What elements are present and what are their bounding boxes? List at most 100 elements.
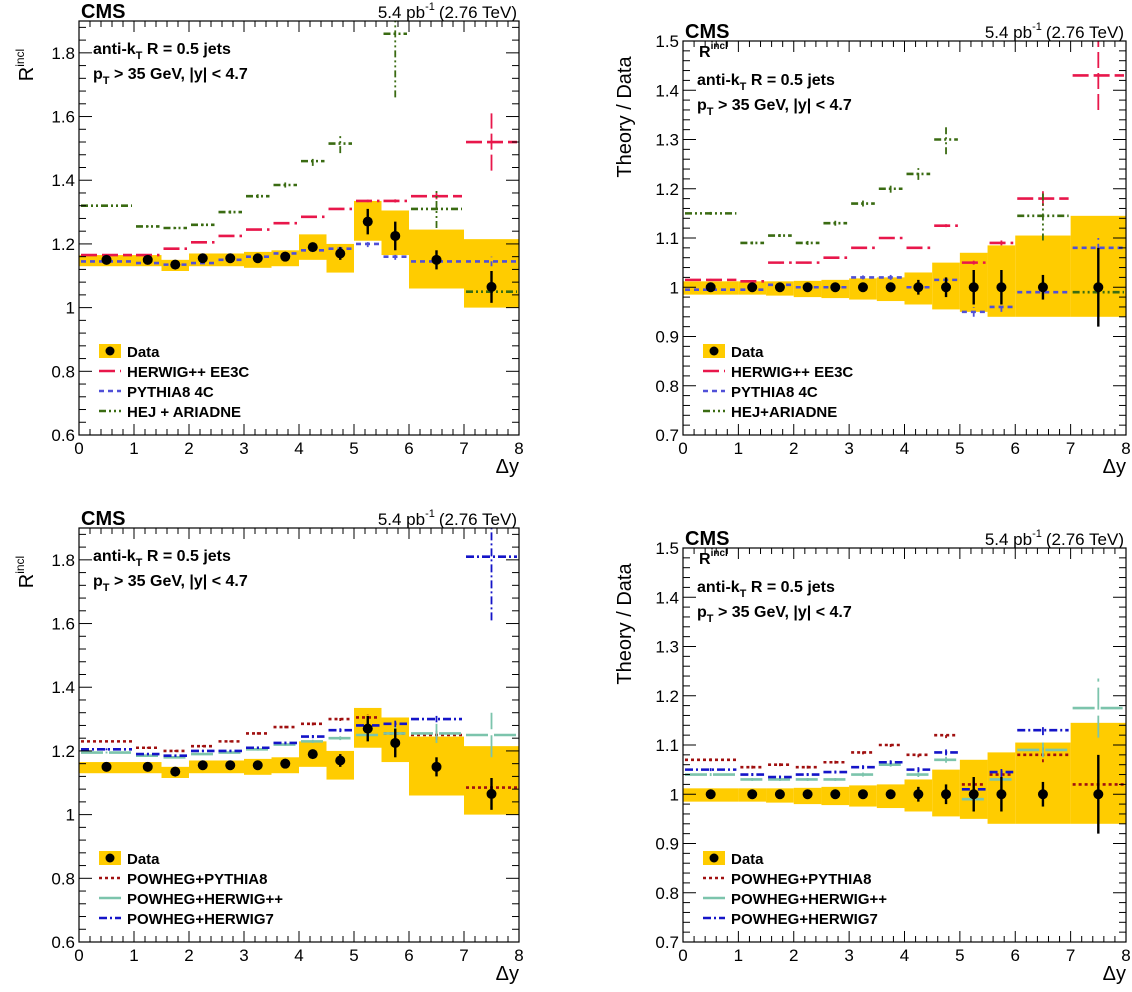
x-tick-label: 8 bbox=[1121, 946, 1130, 965]
data-point bbox=[170, 766, 181, 777]
legend-label: PYTHIA8 4C bbox=[127, 384, 214, 401]
y-axis-label: Rincl bbox=[13, 49, 38, 81]
y-tick-label: 1.4 bbox=[51, 678, 75, 697]
data-point bbox=[431, 761, 442, 772]
plot-area bbox=[79, 528, 519, 815]
y-tick-label: 1.8 bbox=[51, 551, 75, 570]
x-tick-label: 7 bbox=[459, 439, 468, 458]
x-tick-label: 6 bbox=[1011, 439, 1020, 458]
y-tick-label: 1.5 bbox=[655, 539, 679, 558]
x-axis-label: Δy bbox=[1103, 963, 1126, 985]
data-point bbox=[486, 788, 497, 799]
y-tick-label: 1.4 bbox=[655, 588, 679, 607]
x-tick-label: 7 bbox=[1066, 439, 1075, 458]
data-point bbox=[747, 282, 758, 293]
x-tick-label: 5 bbox=[955, 946, 964, 965]
x-tick-label: 3 bbox=[239, 439, 248, 458]
legend-data-marker bbox=[105, 346, 115, 356]
data-points bbox=[705, 754, 1104, 834]
legend-label: Data bbox=[731, 851, 764, 868]
y-tick-label: 1.2 bbox=[655, 180, 679, 199]
data-point bbox=[197, 760, 208, 771]
data-point bbox=[170, 259, 181, 270]
jet-algo-label: anti-kT R = 0.5 jets bbox=[697, 72, 835, 93]
x-tick-label: 7 bbox=[459, 946, 468, 965]
experiment-label: CMS bbox=[685, 21, 729, 43]
data-point bbox=[280, 758, 291, 769]
legend-data-marker bbox=[709, 853, 719, 863]
series-hej_ariadne bbox=[685, 124, 1124, 303]
x-tick-label: 4 bbox=[900, 946, 909, 965]
y-tick-label: 1 bbox=[670, 278, 679, 297]
y-tick-label: 1.6 bbox=[51, 615, 75, 634]
y-axis-label: Rincl bbox=[13, 556, 38, 588]
y-axis: 0.6 0.8 1 1.2 1.4 1.6 1.8 bbox=[51, 26, 519, 445]
data-point bbox=[941, 282, 952, 293]
data-point bbox=[142, 761, 153, 772]
legend-label: POWHEG+HERWIG++ bbox=[731, 891, 887, 908]
y-tick-label: 0.9 bbox=[655, 328, 679, 347]
x-tick-label: 5 bbox=[955, 439, 964, 458]
y-tick-label: 0.6 bbox=[51, 933, 75, 952]
legend: Data HERWIG++ EE3C PYTHIA8 4C HEJ + ARIADNE bbox=[99, 344, 249, 421]
x-axis-label: Δy bbox=[1103, 456, 1126, 478]
x-tick-label: 3 bbox=[844, 439, 853, 458]
x-tick-label: 0 bbox=[678, 946, 687, 965]
x-axis: 0 1 2 3 4 5 6 7 8 bbox=[678, 548, 1131, 965]
x-tick-label: 0 bbox=[678, 439, 687, 458]
data-point bbox=[252, 253, 263, 264]
y-axis-label: Theory / Data bbox=[614, 563, 636, 685]
data-point bbox=[431, 254, 442, 265]
data-point bbox=[335, 248, 346, 259]
data-point bbox=[101, 254, 112, 265]
data-point bbox=[1037, 282, 1048, 293]
y-tick-label: 1.4 bbox=[51, 171, 75, 190]
data-point bbox=[996, 789, 1007, 800]
x-tick-label: 4 bbox=[900, 439, 909, 458]
y-tick-label: 1.4 bbox=[655, 81, 679, 100]
y-axis: 0.6 0.8 1 1.2 1.4 1.6 1.8 bbox=[51, 533, 519, 952]
x-tick-label: 6 bbox=[404, 946, 413, 965]
lumi-label: 5.4 pb-1 (2.76 TeV) bbox=[985, 21, 1124, 42]
x-axis-label: Δy bbox=[496, 963, 519, 985]
series-powheg_herwigpp bbox=[81, 712, 517, 759]
y-tick-label: 0.8 bbox=[655, 377, 679, 396]
y-tick-label: 1 bbox=[670, 785, 679, 804]
data-point bbox=[802, 282, 813, 293]
lumi-label: 5.4 pb-1 (2.76 TeV) bbox=[985, 528, 1124, 549]
data-point bbox=[996, 282, 1007, 293]
x-tick-label: 4 bbox=[294, 946, 303, 965]
y-axis: 0.7 0.8 0.9 1 1.1 1.2 1.3 1.4 1.5 bbox=[655, 32, 1126, 445]
legend-label: HEJ + ARIADNE bbox=[127, 404, 241, 421]
panel-2: 0 1 2 3 4 5 6 7 8Δy 0.7 0.8 0.9 1 1.1 1.2 1.3 1.4 1.5 Theo… bbox=[614, 21, 1131, 478]
y-tick-label: 1.3 bbox=[655, 131, 679, 150]
y-tick-label: 1 bbox=[66, 299, 75, 318]
panel-1: 0 1 2 3 4 5 6 7 8Δy 0.6 0.8 1 1.2 1.4 1.6 1.8 Rincl CMS 5.… bbox=[13, 1, 524, 478]
data-point bbox=[885, 282, 896, 293]
panel-4: 0 1 2 3 4 5 6 7 8Δy 0.7 0.8 0.9 1 1.1 1.2 1.3 1.4 1.5 Theo… bbox=[614, 528, 1131, 985]
x-tick-label: 0 bbox=[74, 946, 83, 965]
y-tick-label: 1.2 bbox=[655, 687, 679, 706]
data-point bbox=[705, 282, 716, 293]
data-points bbox=[101, 208, 497, 303]
data-point bbox=[362, 216, 373, 227]
legend-data-marker bbox=[709, 346, 719, 356]
y-tick-label: 1.2 bbox=[51, 742, 75, 761]
data-point bbox=[390, 230, 401, 241]
x-axis: 0 1 2 3 4 5 6 7 8 bbox=[74, 21, 524, 458]
jet-algo-label: anti-kT R = 0.5 jets bbox=[93, 41, 231, 62]
data-point bbox=[857, 282, 868, 293]
data-point bbox=[968, 789, 979, 800]
kinematic-cuts-label: pT > 35 GeV, |y| < 4.7 bbox=[93, 573, 248, 594]
x-axis: 0 1 2 3 4 5 6 7 8 bbox=[74, 528, 524, 965]
kinematic-cuts-label: pT > 35 GeV, |y| < 4.7 bbox=[697, 604, 852, 625]
lumi-label: 5.4 pb-1 (2.76 TeV) bbox=[378, 1, 517, 22]
x-tick-label: 2 bbox=[789, 439, 798, 458]
x-axis-label: Δy bbox=[496, 456, 519, 478]
x-tick-label: 2 bbox=[184, 439, 193, 458]
x-tick-label: 1 bbox=[734, 439, 743, 458]
data-point bbox=[335, 755, 346, 766]
x-axis: 0 1 2 3 4 5 6 7 8 bbox=[678, 41, 1131, 458]
plot-area bbox=[683, 41, 1126, 327]
data-point bbox=[802, 789, 813, 800]
